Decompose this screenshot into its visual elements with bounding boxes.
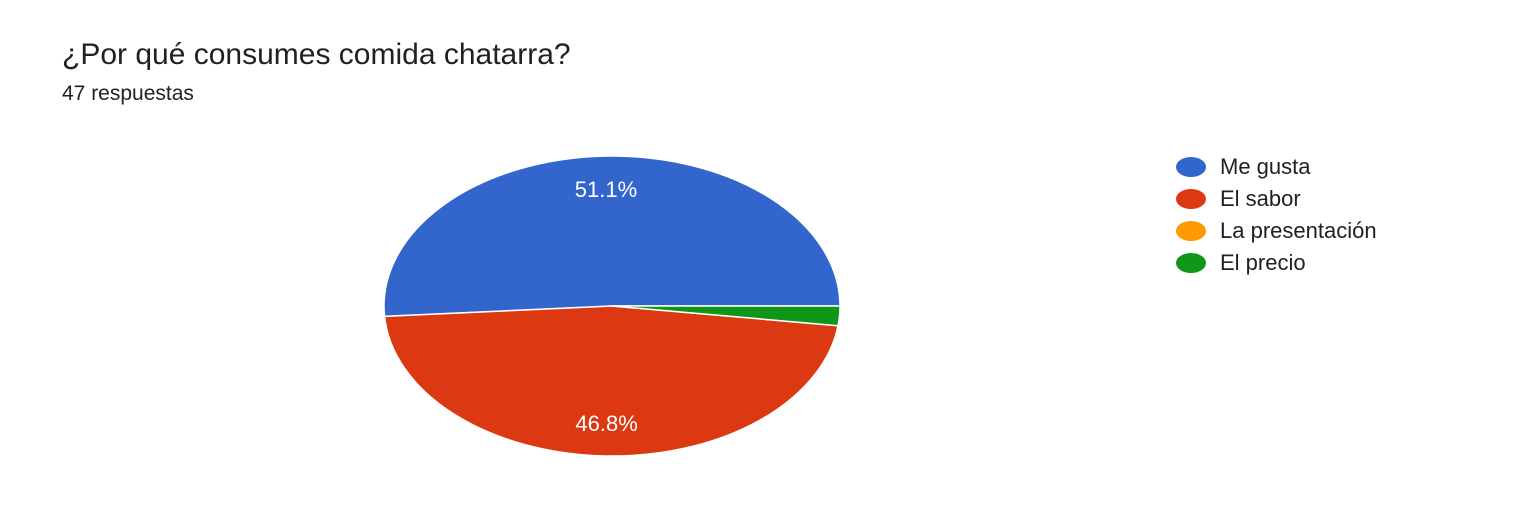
legend-item[interactable]: El sabor [1176,183,1377,215]
slice-label: 46.8% [575,411,637,436]
legend-swatch [1176,221,1206,241]
legend-label: La presentación [1220,218,1377,243]
response-count: 47 respuestas [62,82,194,105]
legend-swatch [1176,253,1206,273]
legend-label: Me gusta [1220,154,1311,179]
legend-label: El sabor [1220,186,1301,211]
chart-legend: Me gusta El sabor La presentación El precio [1176,151,1377,279]
legend-label: El precio [1220,250,1306,275]
pie-slice-el-precio[interactable] [611,305,841,327]
pie-slice-el-sabor[interactable] [383,305,839,457]
legend-item[interactable]: Me gusta [1176,151,1377,183]
legend-item[interactable]: La presentación [1176,215,1377,247]
legend-item[interactable]: El precio [1176,247,1377,279]
chart-title: ¿Por qué consumes comida chatarra? [62,38,571,71]
legend-swatch [1176,157,1206,177]
pie-slice-me-gusta[interactable] [383,155,841,318]
slice-label: 51.1% [575,177,637,202]
legend-swatch [1176,189,1206,209]
